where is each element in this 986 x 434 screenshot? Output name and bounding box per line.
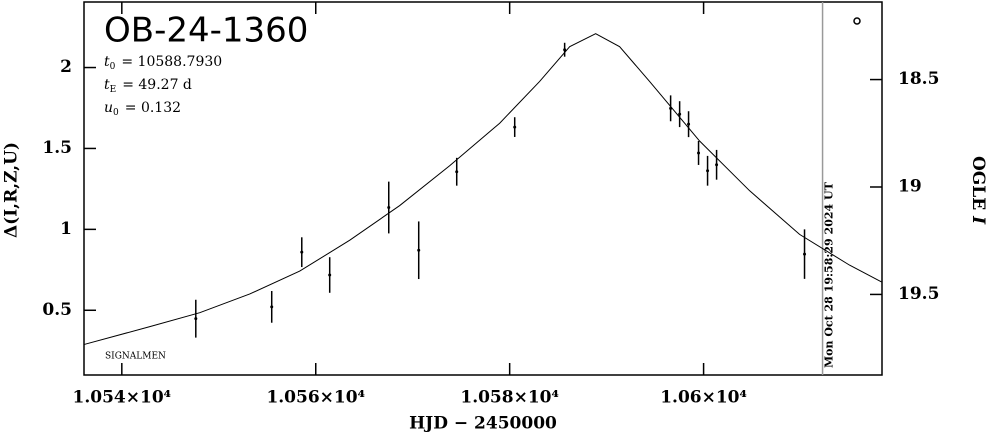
y-axis-label: Δ(I,R,Z,U) [2, 142, 22, 238]
y2-tick-label: 19 [898, 176, 922, 196]
credit: SIGNALMEN [105, 352, 166, 362]
data-point [300, 250, 304, 254]
y2-label-italic: I [969, 215, 986, 225]
y2-axis-label: OGLE I [969, 156, 986, 225]
data-point [270, 305, 274, 309]
parameter-subscript: 0 [113, 108, 119, 118]
parameter: tE = 49.27 d [104, 77, 192, 95]
y-tick-label: 0.5 [42, 300, 72, 320]
x-axis-label: HJD − 2450000 [409, 414, 557, 434]
data-point [687, 122, 691, 126]
symbol [853, 17, 861, 25]
data-point [194, 317, 198, 321]
y-tick-label: 2 [60, 57, 72, 77]
x-tick-label: 1.056×10⁴ [266, 388, 365, 408]
x-tick-label: 1.058×10⁴ [460, 388, 559, 408]
data-point [563, 48, 567, 52]
parameter-symbol: t [104, 77, 110, 93]
parameter: u0 = 0.132 [104, 100, 181, 118]
data-point [513, 125, 517, 129]
y2-tick-label: 18.5 [898, 69, 939, 89]
parameter-value: = 49.27 d [122, 77, 192, 93]
data-point [328, 273, 332, 277]
time-marker-label: Mon Oct 28 19:58:29 2024 UT [823, 181, 836, 368]
y-tick-label: 1.5 [42, 138, 72, 158]
x-tick-label: 1.054×10⁴ [73, 388, 172, 408]
parameter-value: = 10588.7930 [121, 54, 222, 70]
parameter-symbol: t [104, 54, 110, 70]
y2-tick-label: 19.5 [898, 284, 939, 304]
data-point [803, 252, 807, 256]
parameter: t0 = 10588.7930 [104, 54, 222, 72]
data-point [678, 112, 682, 116]
parameter-value: = 0.132 [125, 100, 181, 116]
data-point [417, 248, 421, 252]
data-point [387, 206, 391, 210]
parameter-symbol: u [104, 100, 113, 116]
model-curve [83, 33, 882, 346]
data-point [715, 163, 719, 167]
y2-label-text: OGLE [969, 156, 986, 210]
parameter-subscript: E [110, 85, 117, 95]
data-point [455, 170, 459, 174]
data-point [697, 151, 701, 155]
plot-frame [83, 1, 883, 376]
y-tick-label: 1 [60, 219, 72, 239]
x-tick-label: 1.06×10⁴ [660, 388, 747, 408]
parameter-subscript: 0 [110, 62, 116, 72]
data-point [706, 169, 710, 173]
chart-title: OB-24-1360 [104, 11, 308, 51]
